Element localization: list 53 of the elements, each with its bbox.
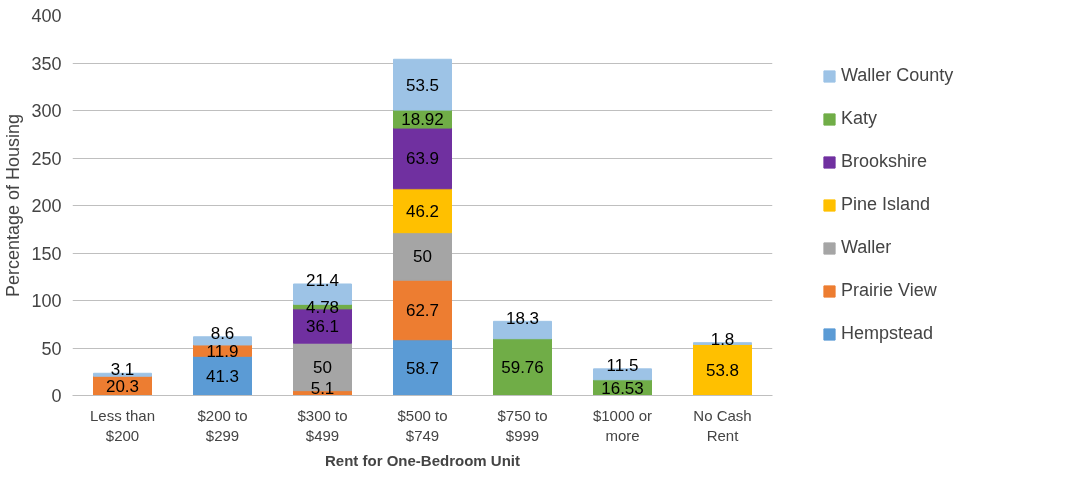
y-axis-title: Percentage of Housing bbox=[3, 113, 24, 298]
x-tick-label: Less than $200 bbox=[89, 406, 156, 444]
data-label: 50 bbox=[413, 247, 432, 267]
y-tick-label: 50 bbox=[41, 338, 62, 359]
bar bbox=[393, 279, 452, 341]
x-tick-label: No Cash Rent bbox=[693, 406, 752, 444]
x-axis-title: Rent for One-Bedroom Unit bbox=[325, 451, 520, 469]
y-tick-label: 0 bbox=[51, 386, 62, 406]
data-label: 63.9 bbox=[405, 149, 440, 169]
data-label: 1.8 bbox=[710, 329, 735, 349]
data-label: 16.53 bbox=[601, 378, 644, 398]
data-label: 11.9 bbox=[206, 341, 239, 361]
data-label: 21.4 bbox=[305, 271, 340, 291]
data-label: 18.3 bbox=[505, 308, 540, 328]
x-tick-label: $1000 or more bbox=[592, 406, 653, 444]
data-label: 46.2 bbox=[405, 201, 440, 221]
legend-label: Hempstead bbox=[841, 323, 934, 344]
bar bbox=[293, 342, 352, 392]
data-label: 58.7 bbox=[405, 358, 440, 378]
y-tick-label: 350 bbox=[31, 53, 62, 74]
y-tick-label: 250 bbox=[31, 148, 62, 169]
x-tick-label: $300 to $499 bbox=[297, 406, 348, 444]
data-label: 53.8 bbox=[705, 360, 740, 380]
data-label: 41.3 bbox=[205, 366, 240, 386]
data-label: 8.6 bbox=[210, 323, 235, 343]
data-label: 36.1 bbox=[305, 317, 340, 337]
data-label: 53.5 bbox=[405, 75, 440, 95]
bar bbox=[393, 339, 452, 396]
data-label: 50 bbox=[313, 357, 332, 377]
legend-label: Katy bbox=[841, 108, 878, 129]
data-label: 18.92 bbox=[401, 110, 444, 130]
legend-label: Brookshire bbox=[841, 151, 928, 172]
bar bbox=[493, 338, 552, 396]
x-tick-label: $200 to $299 bbox=[197, 406, 248, 444]
legend-label: Waller County bbox=[841, 65, 954, 86]
x-tick-label: $500 to $749 bbox=[397, 406, 448, 444]
bar bbox=[693, 343, 752, 396]
bar bbox=[393, 232, 452, 281]
y-tick-label: 150 bbox=[31, 243, 62, 264]
y-tick-label: 200 bbox=[31, 196, 62, 216]
bar bbox=[393, 188, 452, 234]
legend-label: Waller bbox=[841, 237, 892, 258]
legend-label: Pine Island bbox=[841, 194, 931, 215]
data-label: 62.7 bbox=[405, 300, 440, 320]
bar bbox=[393, 127, 452, 190]
data-label: 11.5 bbox=[606, 356, 639, 376]
x-tick-label: $750 to $999 bbox=[497, 406, 548, 444]
y-tick-label: 400 bbox=[31, 6, 62, 26]
y-tick-label: 100 bbox=[31, 291, 62, 311]
legend-label: Prairie View bbox=[841, 280, 937, 301]
bar bbox=[393, 58, 452, 111]
data-label: 59.76 bbox=[501, 358, 544, 378]
y-tick-label: 300 bbox=[31, 101, 62, 121]
